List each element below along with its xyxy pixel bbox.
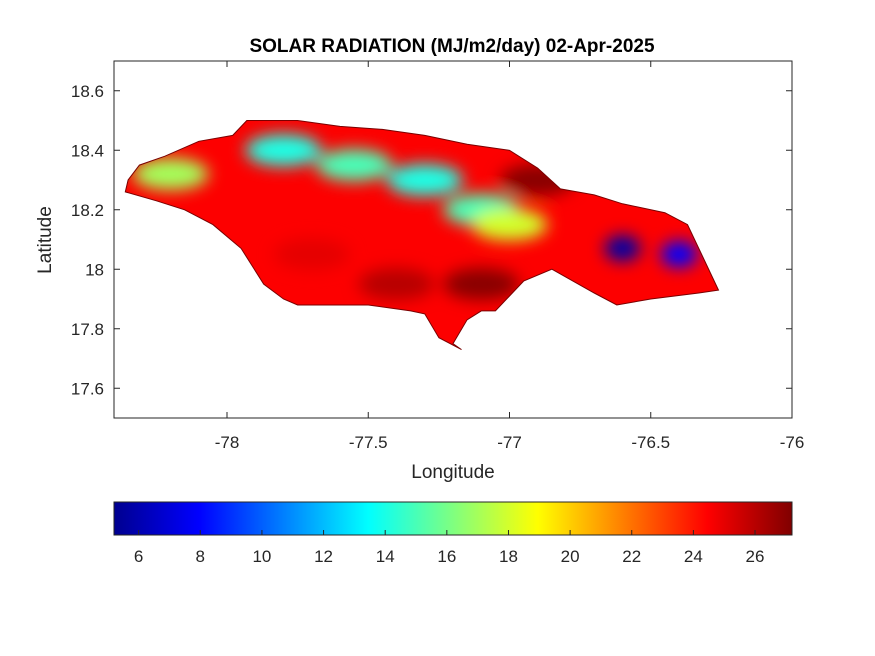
colorbar-tick-label: 20 xyxy=(561,547,580,566)
chart-title: SOLAR RADIATION (MJ/m2/day) 02-Apr-2025 xyxy=(249,36,654,57)
field-hotspot xyxy=(604,235,641,262)
y-tick-label: 18 xyxy=(85,260,104,279)
colorbar-tick-label: 14 xyxy=(376,547,395,566)
x-axis-label: Longitude xyxy=(411,462,494,483)
field-hotspot xyxy=(273,238,350,271)
colorbar-tick-label: 26 xyxy=(746,547,765,566)
field-hotspot xyxy=(661,241,697,268)
field-hotspot xyxy=(358,268,435,301)
x-tick-label: -77 xyxy=(497,433,522,452)
field-hotspot xyxy=(132,158,209,191)
x-tick-label: -76 xyxy=(780,433,805,452)
x-tick-label: -76.5 xyxy=(631,433,670,452)
colorbar-tick-label: 24 xyxy=(684,547,703,566)
colorbar-tick-label: 22 xyxy=(622,547,641,566)
colorbar-tick-label: 6 xyxy=(134,547,143,566)
y-axis: 17.6 17.8 18 18.2 18.4 18.6 xyxy=(71,82,792,398)
x-tick-label: -77.5 xyxy=(349,433,388,452)
colorbar-tick-label: 10 xyxy=(252,547,271,566)
y-tick-label: 17.6 xyxy=(71,379,104,398)
colorbar-ticks: 6 8 10 12 14 16 18 20 22 24 26 xyxy=(134,530,765,566)
colorbar xyxy=(113,501,793,536)
field-hotspot xyxy=(443,268,520,301)
field-hotspot xyxy=(386,164,463,196)
x-axis: -78 -77.5 -77 -76.5 -76 xyxy=(215,61,805,452)
y-tick-label: 18.6 xyxy=(71,82,104,101)
y-tick-label: 17.8 xyxy=(71,320,104,339)
colorbar-tick-label: 18 xyxy=(499,547,518,566)
field-hotspot xyxy=(245,134,322,167)
colorbar-tick-label: 12 xyxy=(314,547,333,566)
field-hotspot xyxy=(316,149,393,182)
field-hotspot xyxy=(471,208,548,241)
y-tick-label: 18.4 xyxy=(71,141,104,160)
x-tick-label: -78 xyxy=(215,433,240,452)
y-axis-label: Latitude xyxy=(35,206,56,274)
colorbar-tick-label: 8 xyxy=(196,547,205,566)
y-tick-label: 18.2 xyxy=(71,201,104,220)
island-outline xyxy=(124,120,720,351)
colorbar-tick-label: 16 xyxy=(437,547,456,566)
